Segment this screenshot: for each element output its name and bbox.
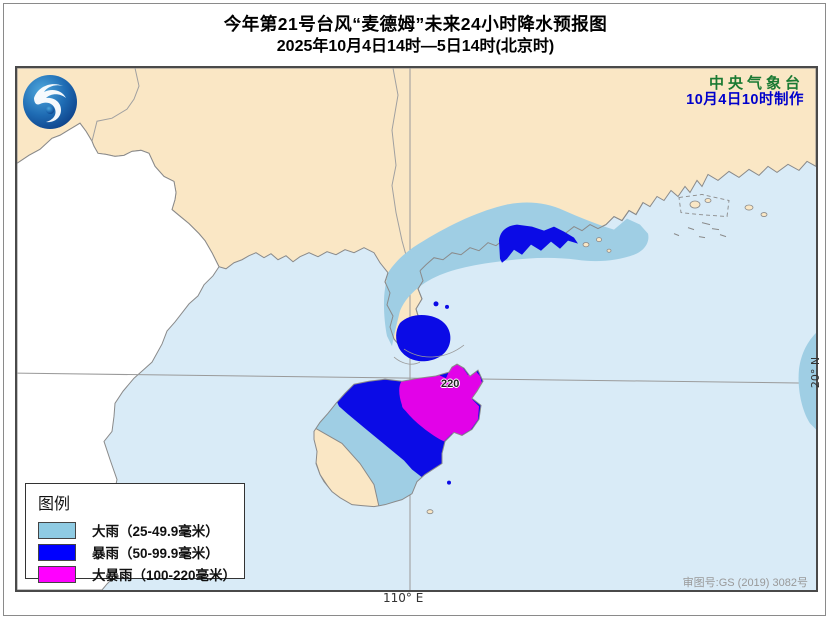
credit-block: 中央气象台 10月4日10时制作 [686,75,804,109]
islet [582,242,590,248]
heavy-rain-band [383,202,649,347]
islet [606,248,612,253]
latitude-label: 20° N [809,356,823,389]
map-review-number: 审图号:GS (2019) 3082号 [682,577,808,589]
province-boundary-line [391,68,408,259]
islet [760,212,768,217]
map-subtitle: 2025年10月4日14时—5日14时(北京时) [276,38,555,55]
islet [433,301,439,307]
hainan-outline [313,363,484,508]
heavy-rain-swatch [38,521,76,539]
max-rainfall-label: 220 [441,378,460,390]
storm-rain-leizhou-blob [396,314,451,362]
storm-rain-coastal-patch [499,224,578,263]
storm-rain-swatch [38,543,76,561]
severe-storm-swatch [38,565,76,583]
legend-box: 图例 大雨（25-49.9毫米） 暴雨（50-99.9毫米） 大暴雨（100-2… [25,483,245,583]
islet [704,198,712,203]
legend-item-heavy-rain: 大雨（25-49.9毫米） [38,519,244,541]
province-boundary-line [91,68,140,142]
page-border-frame [3,3,826,616]
longitude-label: 110° E [383,591,424,605]
map-canvas: 中央气象台 10月4日10时制作 220 图例 大雨（25-49.9毫米） 暴雨… [15,66,818,592]
hainan-severe-storm-blob [399,364,483,442]
map-title: 今年第21号台风“麦德姆”未来24小时降水预报图 [223,14,608,34]
agency-name: 中央气象台 [708,75,804,92]
issue-time: 10月4日10时制作 [686,92,804,108]
strait-arc [393,356,421,365]
legend-title: 图例 [38,496,71,513]
islet [744,204,754,211]
title-block: 今年第21号台风“麦德姆”未来24小时降水预报图 2025年10月4日14时—5… [0,12,831,58]
heavy-rain-east-patch [798,333,816,430]
islet [447,480,451,485]
islet [426,509,434,515]
islet [445,304,449,309]
legend-label: 大雨（25-49.9毫米） [92,524,219,539]
strait-arc [403,344,465,358]
legend-label: 大暴雨（100-220毫米） [92,568,237,583]
legend-item-storm-rain: 暴雨（50-99.9毫米） [38,541,244,563]
delta-dashed-zone [678,194,730,218]
legend-item-severe-storm: 大暴雨（100-220毫米） [38,563,244,585]
cma-logo [23,75,77,129]
islet [596,237,602,243]
legend-label: 暴雨（50-99.9毫米） [92,546,219,561]
islet [689,200,701,209]
scatter-islets [673,222,727,239]
